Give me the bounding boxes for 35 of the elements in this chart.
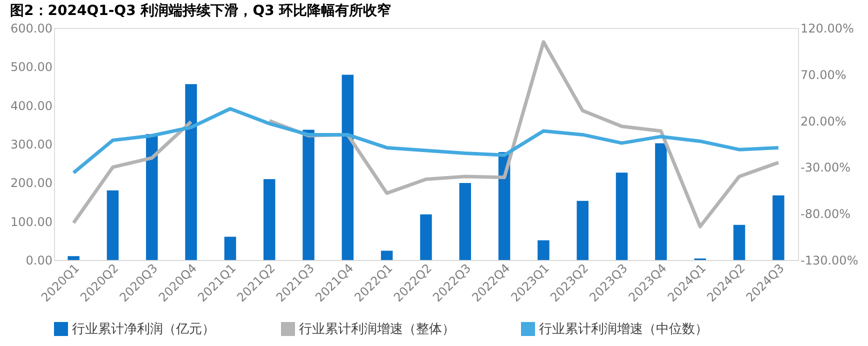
y-tick-label: 200.00	[10, 176, 52, 190]
bar	[538, 240, 550, 260]
bar	[772, 195, 784, 260]
bar	[380, 250, 393, 260]
y2-tick-label: 20.00%	[800, 114, 846, 128]
bar	[146, 134, 158, 260]
line-series	[72, 106, 780, 175]
bar	[576, 200, 589, 260]
bar	[733, 224, 746, 260]
legend-label: 行业累计利润增速（整体）	[299, 322, 455, 337]
bar	[185, 84, 197, 260]
bar	[224, 236, 236, 260]
y2-tick-label: 120.00%	[800, 22, 854, 36]
bar	[68, 256, 80, 260]
y-tick-label: 400.00	[10, 98, 52, 113]
y-tick-label: 100.00	[10, 214, 52, 229]
bar	[106, 190, 119, 260]
y2-tick-label: 70.00%	[800, 68, 846, 82]
y-tick-label: 300.00	[10, 138, 52, 152]
bar	[459, 183, 472, 260]
legend-label: 行业累计利润增速（中位数）	[539, 322, 708, 337]
bar	[263, 179, 276, 260]
bar	[420, 214, 432, 260]
y-tick-label: 600.00	[10, 22, 52, 36]
chart-title: 图2：2024Q1-Q3 利润端持续下滑，Q3 环比降幅有所收窄	[10, 2, 392, 19]
y2-tick-label: -130.00%	[800, 254, 858, 268]
bar	[616, 172, 628, 260]
y-tick-label: 0.00	[26, 254, 52, 268]
y-tick-label: 500.00	[10, 60, 52, 74]
bar	[342, 74, 354, 260]
y2-tick-label: -30.00%	[800, 160, 851, 175]
bar	[655, 143, 667, 260]
legend-label: 行业累计净利润（亿元）	[72, 322, 215, 337]
y2-tick-label: -80.00%	[800, 207, 851, 222]
bar	[302, 130, 314, 260]
